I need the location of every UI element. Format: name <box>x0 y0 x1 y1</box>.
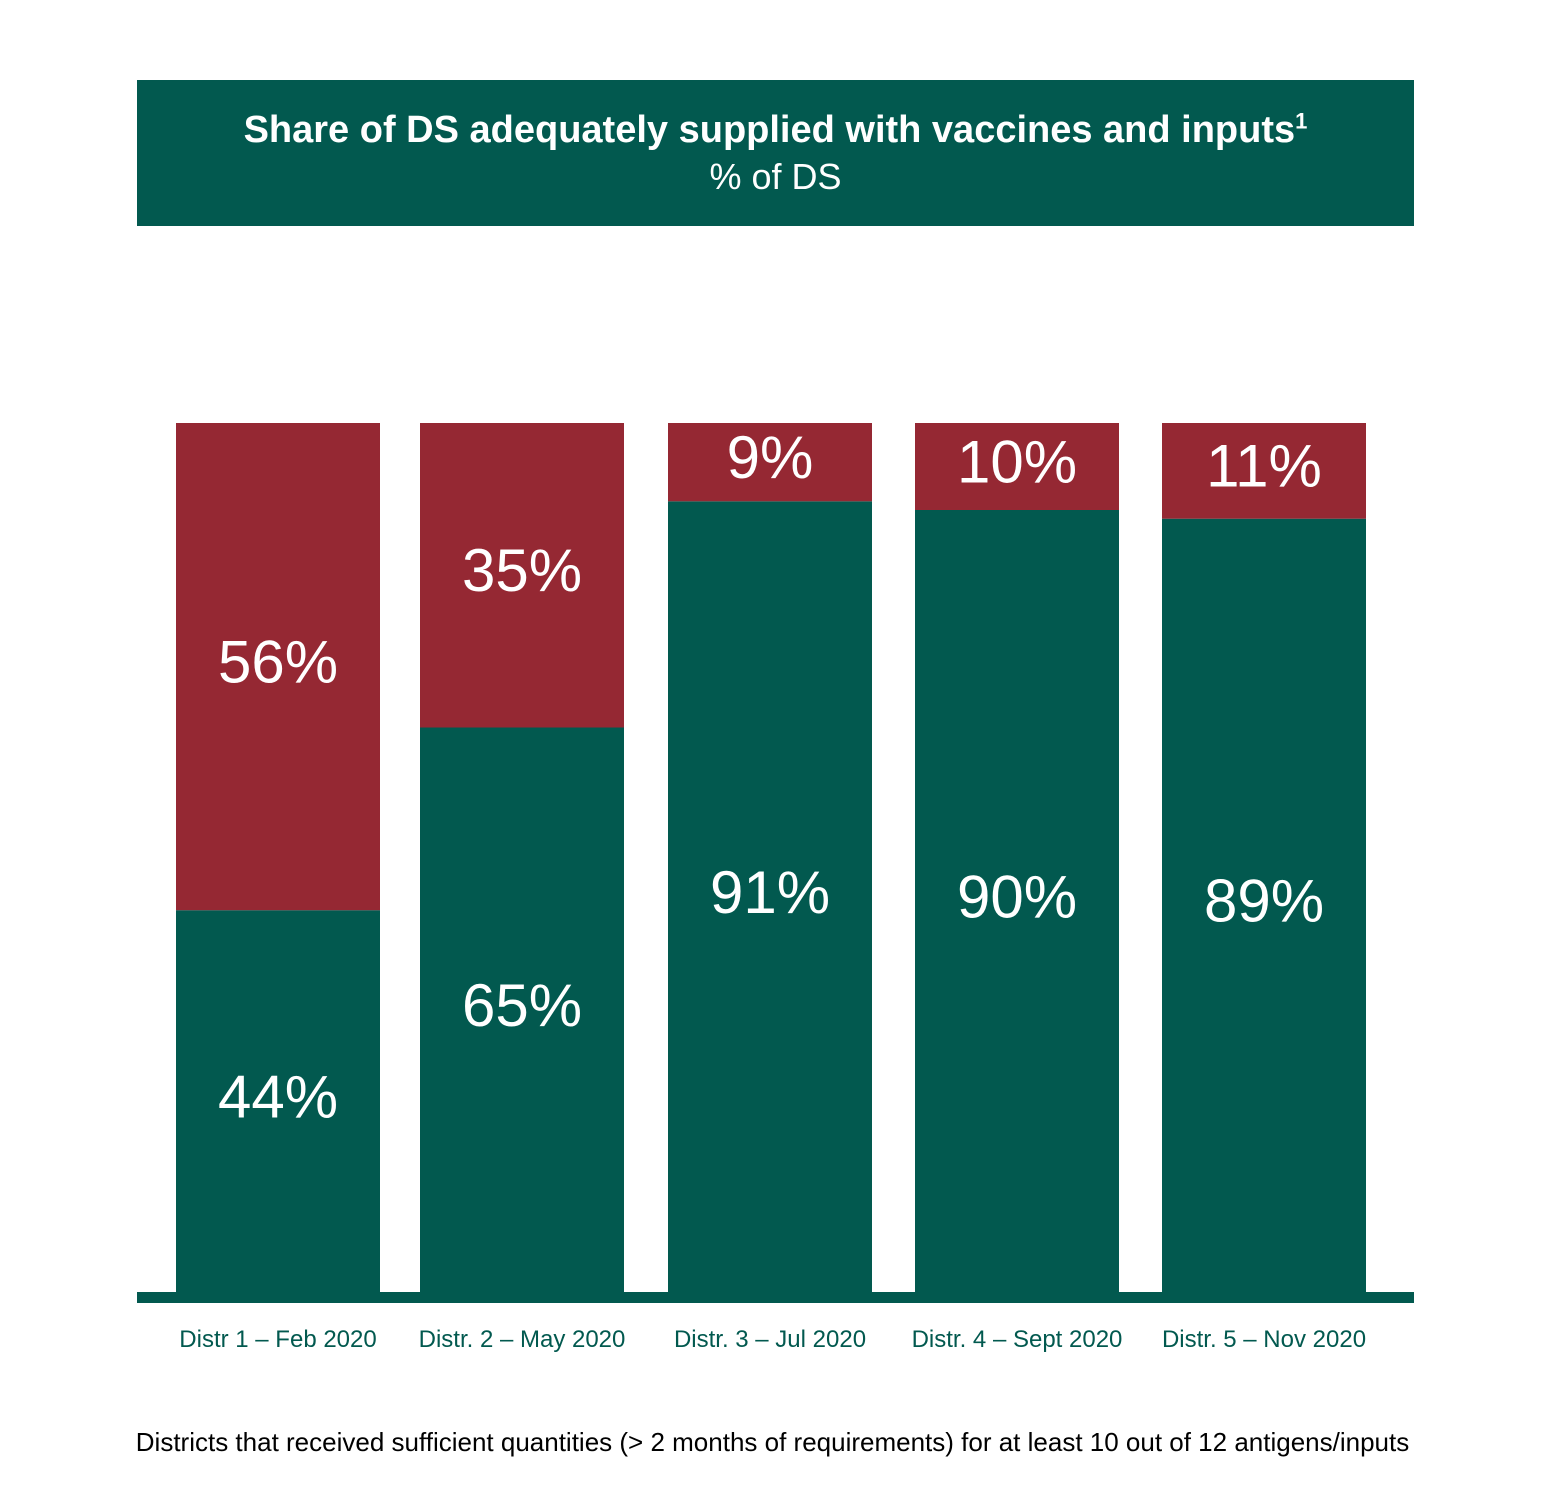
bar-supplied-3 <box>668 501 872 1293</box>
x-tick-label-3: Distr. 3 – Jul 2020 <box>674 1326 866 1353</box>
x-tick-label-5: Distr. 5 – Nov 2020 <box>1162 1326 1366 1353</box>
data-label-supplied-2: 65% <box>462 972 582 1039</box>
bar-supplied-5 <box>1162 518 1366 1293</box>
bar-supplied-1 <box>176 910 380 1293</box>
data-label-not-supplied-5: 11% <box>1206 433 1322 500</box>
bar-not-supplied-4 <box>915 423 1119 510</box>
data-label-not-supplied-2: 35% <box>462 537 582 604</box>
data-label-supplied-4: 90% <box>957 863 1077 930</box>
data-label-supplied-1: 44% <box>218 1063 338 1130</box>
data-label-not-supplied-4: 10% <box>957 428 1077 495</box>
chart-title-box: Share of DS adequately supplied with vac… <box>137 80 1414 226</box>
bar-supplied-2 <box>420 727 624 1293</box>
chart-title: Share of DS adequately supplied with vac… <box>137 106 1414 154</box>
bar-not-supplied-1 <box>176 423 380 911</box>
x-tick-label-4: Distr. 4 – Sept 2020 <box>912 1326 1123 1353</box>
chart-footnote: Districts that received sufficient quant… <box>135 1427 1410 1457</box>
chart-title-footnote-mark: 1 <box>1295 108 1308 134</box>
x-tick-label-2: Distr. 2 – May 2020 <box>419 1326 626 1353</box>
chart-title-text: Share of DS adequately supplied with vac… <box>243 109 1296 151</box>
bar-not-supplied-5 <box>1162 423 1366 519</box>
data-label-not-supplied-3: 9% <box>727 424 814 491</box>
data-label-supplied-5: 89% <box>1204 868 1324 935</box>
bar-not-supplied-2 <box>420 423 624 728</box>
chart-subtitle: % of DS <box>709 156 842 197</box>
data-label-supplied-3: 91% <box>710 859 830 926</box>
x-axis-line <box>137 1292 1414 1303</box>
bar-not-supplied-3 <box>668 423 872 502</box>
bar-supplied-4 <box>915 510 1119 1293</box>
x-tick-label-1: Distr 1 – Feb 2020 <box>179 1326 376 1353</box>
data-label-not-supplied-1: 56% <box>218 628 338 695</box>
